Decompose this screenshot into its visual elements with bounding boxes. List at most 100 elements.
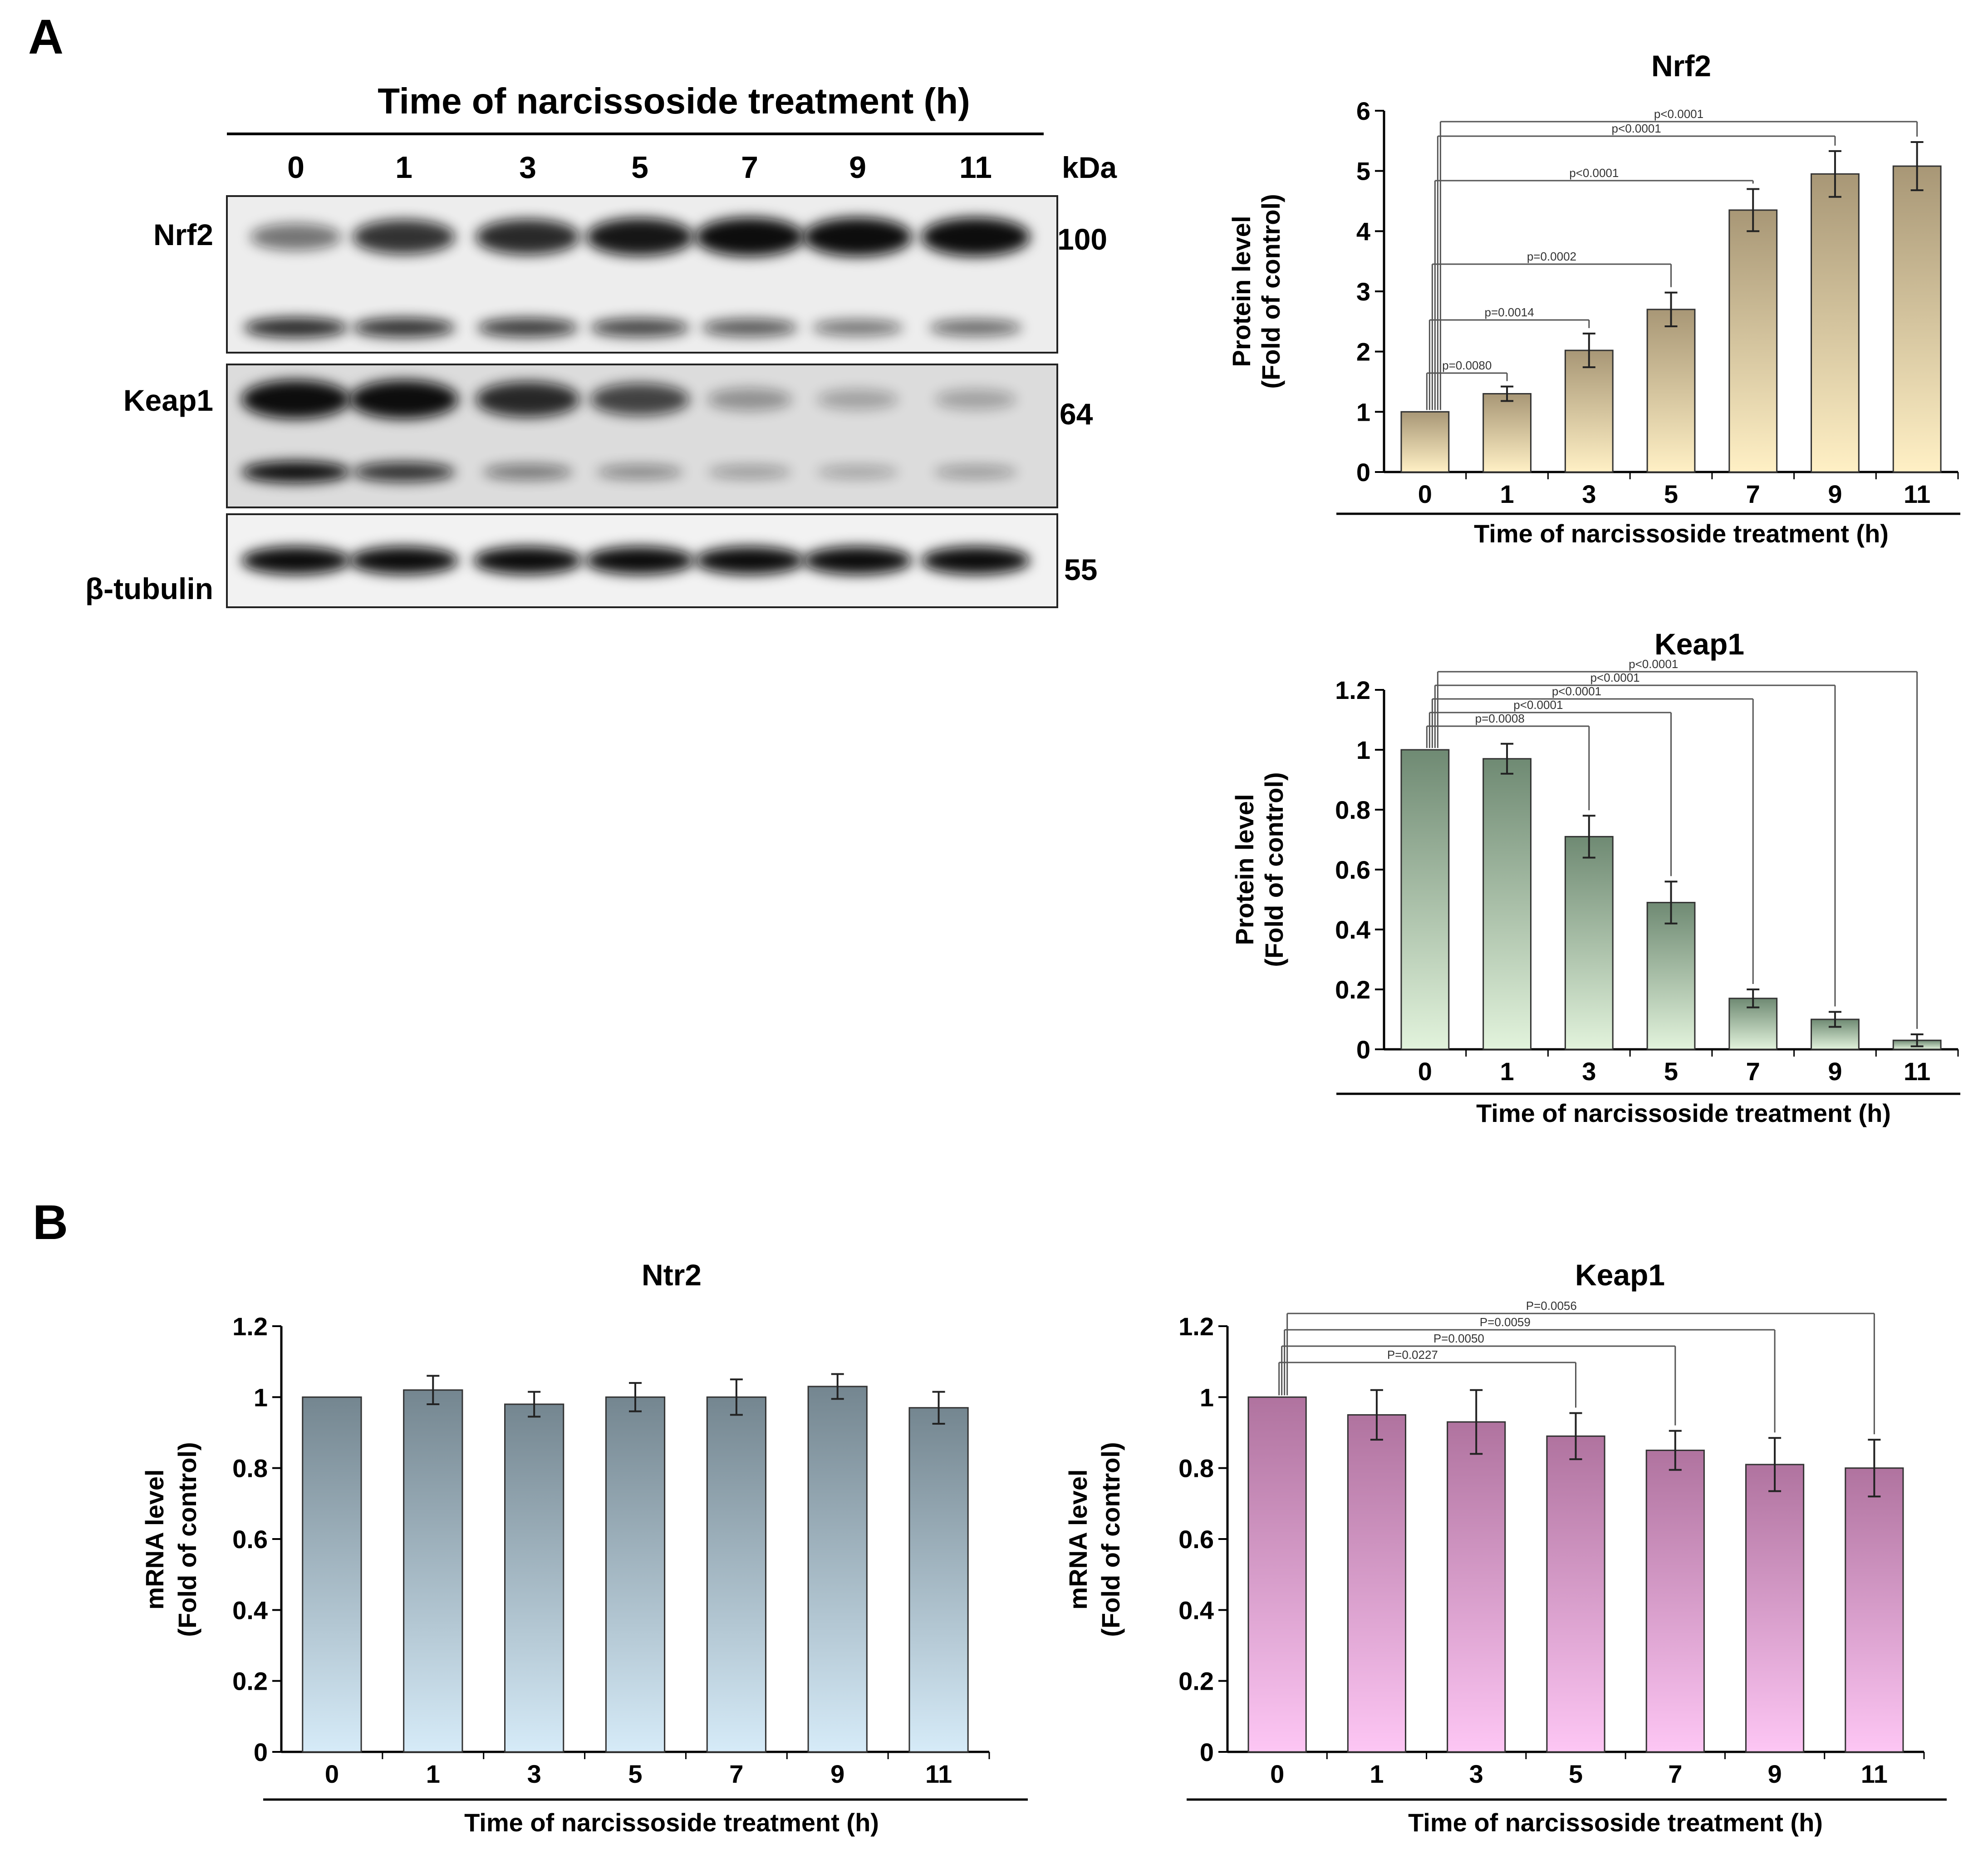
x-axis-label: Time of narcissoside treatment (h)	[1408, 1808, 1823, 1837]
blot-lane-label: 3	[519, 150, 536, 185]
chart-title: Ntr2	[642, 1258, 702, 1292]
y-tick-label: 0.2	[1335, 975, 1370, 1004]
x-tick-label: 3	[527, 1760, 541, 1788]
significance-label: p<0.0001	[1629, 657, 1678, 671]
bar	[1247, 1396, 1307, 1753]
y-axis-label: (Fold of control)	[1260, 772, 1288, 967]
x-tick-label: 0	[1270, 1760, 1284, 1788]
blot-band	[934, 465, 1017, 479]
blot-lane-label: 1	[395, 150, 412, 185]
y-tick-label: 4	[1356, 217, 1370, 246]
y-tick-label: 0	[1356, 458, 1370, 487]
x-tick-label: 0	[1418, 480, 1432, 508]
blot-band	[812, 320, 903, 336]
y-tick-label: 1	[254, 1383, 268, 1411]
blot-lane-label: 7	[741, 150, 758, 185]
blot-band	[590, 318, 690, 337]
y-tick-label: 0	[1200, 1738, 1214, 1766]
bar	[1646, 902, 1696, 1050]
chart-protein-keap1: Keap1 0 0.2 0.4 0.6 0.8 1 1.2 Protein level (Fold…	[1230, 627, 1960, 1127]
y-tick-label: 1	[1200, 1383, 1214, 1411]
x-tick-label: 7	[729, 1760, 743, 1788]
x-tick-label: 0	[1418, 1057, 1432, 1086]
significance-label: p<0.0001	[1612, 122, 1661, 135]
x-tick-label: 0	[325, 1760, 339, 1788]
x-tick-label: 7	[1746, 480, 1760, 508]
blot-band	[477, 318, 579, 338]
blot-band	[483, 464, 573, 480]
blot-row: β-tubulin 55	[85, 513, 1097, 608]
significance-label: P=0.0059	[1480, 1315, 1531, 1329]
x-tick-label: 3	[1582, 480, 1596, 508]
y-tick-label: 2	[1356, 338, 1370, 366]
x-tick-label: 9	[1828, 1057, 1842, 1086]
y-tick-label: 1.2	[232, 1312, 268, 1341]
x-tick-label: 3	[1469, 1760, 1483, 1788]
chart-title: Keap1	[1575, 1258, 1665, 1292]
blot-band	[241, 380, 350, 419]
bar	[302, 1396, 362, 1753]
y-tick-label: 1	[1356, 398, 1370, 426]
x-tick-label: 9	[1767, 1760, 1782, 1788]
chart-mrna-ntr2: Ntr2 0 0.2 0.4 0.6 0.8 1 1.2 mRNA level (Fold of …	[140, 1258, 1028, 1837]
x-tick-label: 5	[1664, 480, 1678, 508]
significance-label: p=0.0080	[1442, 359, 1492, 372]
significance-label: p<0.0001	[1513, 698, 1563, 712]
blot-band	[929, 319, 1022, 336]
significance-label: p<0.0001	[1569, 166, 1619, 180]
x-tick-label: 9	[830, 1760, 844, 1788]
significance-label: p<0.0001	[1552, 684, 1601, 698]
significance-label: P=0.0056	[1526, 1299, 1577, 1313]
panel-label-b: B	[33, 1195, 68, 1249]
blot-band	[476, 219, 580, 255]
blot-band	[803, 546, 912, 575]
blot-band	[803, 217, 912, 256]
blot-band	[934, 389, 1017, 410]
bar	[1546, 1435, 1605, 1753]
blot-band	[702, 319, 798, 337]
x-axis-label: Time of narcissoside treatment (h)	[1474, 519, 1889, 548]
blot-kda-value: 55	[1064, 553, 1097, 586]
y-tick-label: 6	[1356, 97, 1370, 125]
chart-mrna-keap1: Keap1 0 0.2 0.4 0.6 0.8 1 1.2 mRNA level (Fold of…	[1064, 1258, 1947, 1837]
x-tick-label: 5	[1664, 1057, 1678, 1086]
x-tick-label: 7	[1668, 1760, 1682, 1788]
bar	[1845, 1467, 1904, 1753]
y-tick-label: 0.4	[1178, 1596, 1214, 1624]
blot-band	[585, 546, 694, 575]
x-tick-label: 1	[426, 1760, 440, 1788]
y-tick-label: 0.6	[1178, 1525, 1214, 1554]
y-tick-label: 0	[1356, 1035, 1370, 1064]
x-tick-label: 11	[1904, 1057, 1930, 1086]
y-tick-label: 3	[1356, 277, 1370, 306]
y-axis-label: Protein level	[1230, 794, 1259, 945]
x-tick-label: 5	[1569, 1760, 1583, 1788]
blot-band	[921, 546, 1030, 575]
significance-label: p=0.0002	[1527, 250, 1576, 263]
blot-row: Nrf2 100	[153, 195, 1107, 354]
blot-lane-label: 0	[287, 150, 304, 185]
y-axis-label: mRNA level	[140, 1469, 169, 1609]
x-tick-label: 9	[1828, 480, 1842, 508]
western-blot: Time of narcissoside treatment (h) kDa 0…	[85, 81, 1117, 608]
blot-band	[353, 219, 455, 255]
blot-kda-value: 100	[1057, 222, 1107, 256]
bar	[1482, 393, 1531, 473]
significance-label: p=0.0014	[1484, 305, 1534, 319]
blot-band	[707, 388, 792, 411]
bar	[1400, 749, 1450, 1050]
bar	[1645, 1450, 1705, 1753]
blot-lane-label: 11	[959, 150, 992, 185]
blot-band	[349, 546, 458, 575]
bar	[706, 1396, 766, 1753]
blot-band	[476, 381, 580, 418]
x-tick-label: 5	[628, 1760, 642, 1788]
blot-row-label: β-tubulin	[85, 572, 213, 605]
bar	[1646, 309, 1696, 473]
bar	[1400, 411, 1450, 473]
x-axis-label: Time of narcissoside treatment (h)	[464, 1808, 879, 1837]
y-tick-label: 0.6	[232, 1525, 268, 1554]
blot-band	[473, 546, 582, 575]
y-axis-label: Protein level	[1227, 216, 1256, 367]
y-tick-label: 5	[1356, 157, 1370, 186]
